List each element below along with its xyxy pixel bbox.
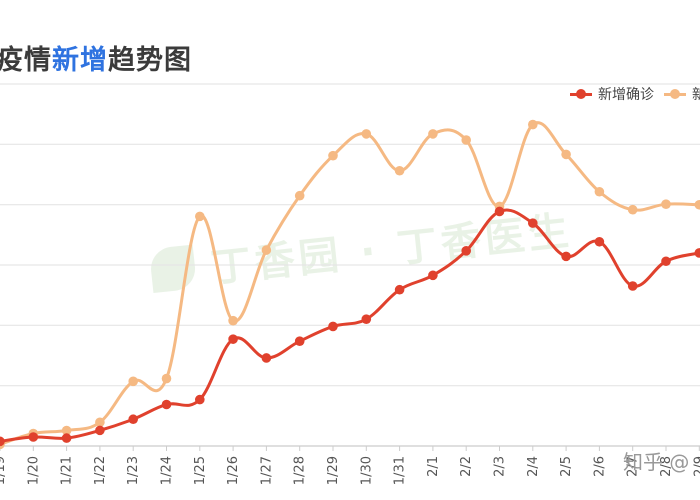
source-watermark: 知乎 @ [623, 450, 690, 474]
data-point-suspected [228, 315, 238, 326]
x-tick-label: 2/7 [626, 456, 641, 477]
x-tick-label: 1/22 [93, 456, 108, 485]
data-point-confirmed [561, 251, 571, 262]
chart-title: 疫情新增趋势图 [0, 38, 192, 77]
data-point-confirmed [328, 321, 338, 332]
data-point-suspected [261, 245, 272, 255]
x-tick-label: 2/6 [592, 456, 607, 477]
title-suffix: 趋势图 [108, 45, 192, 76]
x-tick-label: 2/4 [526, 456, 541, 477]
data-point-confirmed [494, 206, 505, 217]
data-point-suspected [694, 199, 700, 210]
data-point-confirmed [61, 433, 72, 443]
title-highlight: 新增 [52, 45, 108, 76]
data-point-suspected [95, 417, 105, 428]
series-line-suspected [0, 121, 700, 446]
x-tick-label: 1/31 [393, 456, 408, 485]
x-tick-label: 2/5 [559, 456, 574, 477]
data-point-confirmed [594, 236, 605, 247]
data-point-confirmed [95, 425, 105, 436]
data-point-suspected [528, 119, 538, 130]
x-tick-label: 1/28 [293, 456, 308, 485]
x-tick-label: 1/27 [259, 456, 274, 485]
data-point-suspected [328, 150, 338, 161]
data-point-confirmed [261, 353, 272, 363]
data-point-confirmed [294, 336, 305, 347]
data-point-confirmed [461, 246, 472, 256]
chart-legend: 新增确诊 新增疑似 [570, 84, 700, 104]
legend-swatch-suspected [664, 89, 686, 99]
x-tick-label: 2/3 [493, 456, 508, 477]
x-tick-label: 1/20 [26, 456, 41, 485]
data-point-confirmed [361, 314, 372, 324]
data-point-suspected [294, 190, 305, 201]
data-point-suspected [195, 211, 205, 222]
data-point-suspected [461, 135, 472, 145]
x-tick-label: 1/29 [326, 456, 341, 485]
x-tick-label: 1/21 [60, 456, 75, 485]
data-point-suspected [661, 199, 671, 209]
legend-swatch-confirmed [570, 89, 592, 99]
x-tick-label: 1/30 [359, 456, 374, 485]
data-point-suspected [128, 376, 138, 387]
title-prefix: 疫情 [0, 45, 52, 76]
legend-label-confirmed: 新增确诊 [598, 87, 654, 103]
data-point-suspected [594, 186, 605, 197]
x-tick-label: 1/23 [126, 456, 141, 485]
data-point-confirmed [228, 334, 238, 344]
data-point-confirmed [694, 248, 700, 258]
data-point-confirmed [627, 281, 638, 291]
x-tick-label: 1/25 [193, 456, 208, 485]
data-point-suspected [627, 204, 638, 215]
x-tick-label: 2/2 [459, 456, 474, 477]
x-tick-label: 2/8 [659, 456, 674, 477]
x-tick-label: 1/24 [160, 456, 175, 485]
legend-label-suspected: 新增疑似 [692, 87, 700, 103]
legend-item-suspected[interactable]: 新增疑似 [664, 84, 700, 104]
data-point-confirmed [28, 432, 39, 442]
data-point-confirmed [528, 218, 538, 228]
data-point-confirmed [661, 256, 671, 267]
x-tick-label: 1/19 [0, 456, 8, 485]
x-tick-label: 2/9 [692, 456, 700, 477]
data-point-suspected [394, 165, 405, 176]
x-tick-label: 1/26 [226, 456, 241, 485]
data-point-suspected [561, 149, 571, 160]
data-point-suspected [61, 425, 72, 436]
data-point-confirmed [128, 414, 138, 425]
series-line-confirmed [0, 208, 700, 443]
data-point-confirmed [394, 284, 405, 295]
data-point-confirmed [161, 399, 172, 410]
legend-item-confirmed[interactable]: 新增确诊 [570, 84, 654, 104]
x-tick-label: 2/1 [426, 456, 441, 477]
data-point-confirmed [428, 270, 438, 281]
data-point-suspected [161, 373, 172, 384]
data-point-suspected [428, 129, 438, 139]
data-point-confirmed [195, 394, 205, 405]
data-point-confirmed [0, 436, 5, 447]
data-point-suspected [361, 129, 372, 139]
